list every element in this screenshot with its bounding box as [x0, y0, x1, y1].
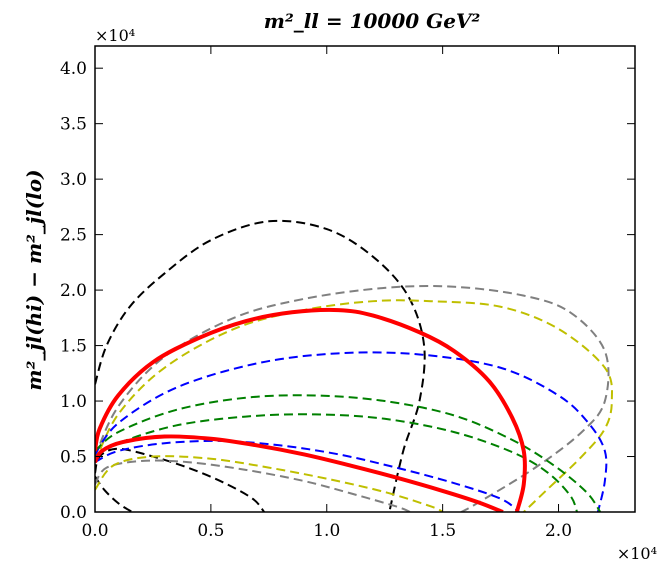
- series-line-red-solid-inner: [95, 434, 504, 512]
- y-tick-label: 3.0: [60, 170, 87, 190]
- chart-title: m²_ll = 10000 GeV²: [264, 9, 481, 33]
- y-multiplier: ×10⁴: [95, 26, 135, 45]
- series-line-black-dashed-small: [95, 447, 265, 512]
- y-tick-label: 0.5: [60, 448, 87, 468]
- plot-frame: [94, 45, 636, 513]
- series-line-black-dashed-large: [95, 219, 426, 512]
- series-layer: [95, 219, 613, 512]
- y-tick-label: 3.5: [60, 115, 87, 135]
- x-multiplier: ×10⁴: [617, 544, 657, 563]
- y-axis-label: m²_jl(hi) − m²_jl(lo): [22, 169, 46, 390]
- x-tick-label: 0.5: [197, 521, 224, 541]
- series-line-green-dashed-2: [95, 413, 579, 512]
- y-tick-label: 2.0: [60, 281, 87, 301]
- series-line-blue-dashed-upper: [95, 351, 608, 512]
- y-tick-label: 0.0: [60, 503, 87, 523]
- y-tick-label: 1.0: [60, 392, 87, 412]
- series-line-green-dashed-1: [95, 394, 602, 512]
- y-tick-label: 2.5: [60, 226, 87, 246]
- series-line-yellow-dashed: [95, 299, 613, 512]
- series-line-black-dashed-corner: [95, 475, 133, 512]
- series-line-yellow-dashed-lower: [95, 455, 444, 512]
- tick-layer: 0.0 0.5 1.0 1.5 2.0 0.0 0.5 1.0 1.5 2.0 2.5 3.0 3.5 4…: [60, 46, 635, 541]
- x-tick-label: 2.0: [545, 521, 572, 541]
- series-line-blue-dashed-lower: [95, 439, 520, 512]
- series-line-red-solid-outer: [95, 307, 527, 512]
- y-tick-label: 1.5: [60, 337, 87, 357]
- y-tick-label: 4.0: [60, 59, 87, 79]
- x-tick-label: 1.5: [429, 521, 456, 541]
- x-tick-label: 0.0: [81, 521, 108, 541]
- series-line-gray-dashed: [95, 285, 610, 512]
- x-tick-label: 1.0: [313, 521, 340, 541]
